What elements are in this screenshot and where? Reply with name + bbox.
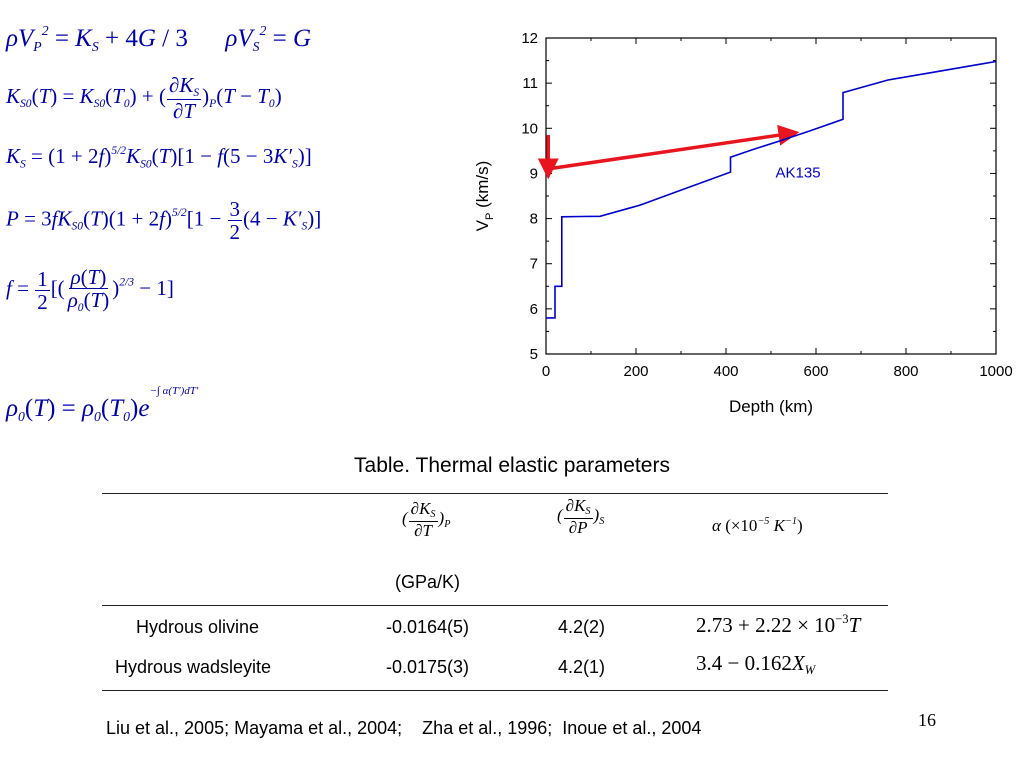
header-dks-dp: (∂KS ∂P)S <box>557 496 605 537</box>
table-header-rule <box>102 605 888 606</box>
x-tick-label: 800 <box>893 363 918 380</box>
references: Liu et al., 2005; Mayama et al., 2004; Z… <box>106 718 702 738</box>
y-tick-label: 12 <box>521 30 538 47</box>
row2-name: Hydrous wadsleyite <box>115 657 272 677</box>
annotation-arrow <box>547 124 800 171</box>
y-tick-label: 6 <box>530 301 538 318</box>
y-tick-label: 7 <box>530 256 538 273</box>
row1-alpha-formula: 2.73 + 2.22 × 10−3T <box>696 612 861 637</box>
row2-alpha-formula: 3.4 − 0.162XW <box>696 651 816 677</box>
equation-velocities: ρVP2 = KS + 4G / 3 ρVS2 = G <box>6 23 312 54</box>
y-tick-label: 11 <box>522 75 538 92</box>
series-line-ak135 <box>546 60 997 319</box>
series-label-ak135: AK135 <box>776 164 821 181</box>
slide-number: 16 <box>918 710 936 730</box>
table-top-rule <box>102 493 888 494</box>
y-tick-label: 5 <box>530 346 538 363</box>
x-tick-label: 1000 <box>979 363 1012 380</box>
header-dks-dt: (∂KS ∂T)P <box>402 499 451 540</box>
header-unit-label: (GPa/K) <box>395 572 461 592</box>
x-tick-label: 400 <box>713 363 738 380</box>
y-axis-label: VP (km/s) <box>473 161 496 232</box>
table-title: Table. Thermal elastic parameters <box>354 454 670 477</box>
row2-dkdp: 4.2(1) <box>558 657 606 677</box>
x-axis-label: Depth (km) <box>729 397 813 416</box>
x-tick-label: 600 <box>803 363 828 380</box>
y-tick-label: 9 <box>530 165 538 182</box>
header-alpha: α (×10−5 K−1) <box>712 516 803 536</box>
row1-name: Hydrous olivine <box>136 617 260 637</box>
y-tick-label: 10 <box>521 120 538 137</box>
x-tick-label: 200 <box>623 363 648 380</box>
equation-ks0-temperature: KS0(T) = KS0(T0) + (∂KS ∂T)P(T − T0) <box>6 73 282 124</box>
equation-ks-strain: KS = (1 + 2f)5/2KS0(T)[1 − f(5 − 3K′S)] <box>6 144 312 171</box>
row1-dkdp: 4.2(2) <box>558 617 606 637</box>
vp-depth-chart: 0 200 400 600 800 1000 5 6 7 8 9 10 11 12 AK135 Dept… <box>473 30 1013 416</box>
row1-dkdt: -0.0164(5) <box>386 617 470 637</box>
equation-eulerian-strain: f = 1 2[(ρ(T) ρ0(T))2/3 − 1] <box>6 265 174 315</box>
equation-pressure: P = 3fKS0(T)(1 + 2f)5/2[1 − 3 2 (4 − K′S)] <box>6 197 322 245</box>
plot-frame <box>545 37 997 355</box>
row2-dkdt: -0.0175(3) <box>386 657 470 677</box>
y-tick-label: 8 <box>530 211 538 228</box>
equation-density-temperature: ρ0(T) = ρ0(T0)e−∫ α(T′)dT′ <box>6 385 199 424</box>
x-tick-label: 0 <box>542 363 550 380</box>
table-bottom-rule <box>102 690 888 691</box>
